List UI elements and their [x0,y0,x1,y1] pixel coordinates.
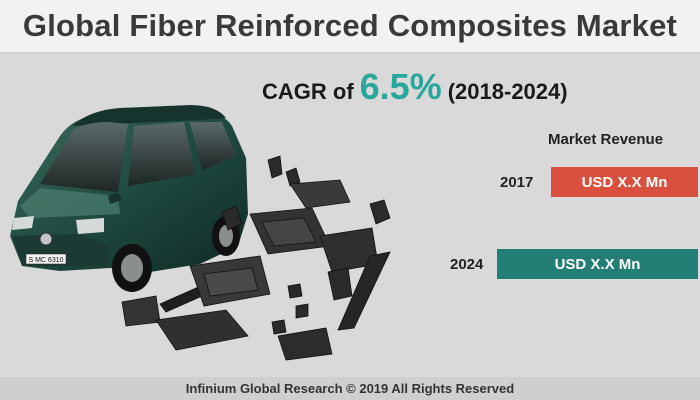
page-title: Global Fiber Reinforced Composites Marke… [22,8,678,43]
revenue-bar-2017: USD X.X Mn [551,167,698,197]
cagr-value: 6.5% [359,66,442,107]
car-icon: S MC 6310 [10,105,248,292]
cagr-line: CAGR of 6.5% (2018-2024) [262,66,568,114]
revenue-bar-2024: USD X.X Mn [497,249,698,279]
market-revenue-label: Market Revenue [548,131,664,148]
copyright-text: Infinium Global Research © 2019 All Righ… [185,381,515,396]
car-parts-illustration: S MC 6310 [10,105,391,361]
revenue-bar-2024-value: USD X.X Mn [554,255,641,273]
cagr-period: (2018-2024) [447,79,568,104]
footer: Infinium Global Research © 2019 All Righ… [0,377,700,400]
license-plate: S MC 6310 [28,257,63,264]
cagr-label: CAGR of [262,79,354,104]
composite-parts-icon [121,155,391,361]
year-2017-label: 2017 [500,174,534,191]
year-2024-label: 2024 [450,256,484,273]
title-bar: Global Fiber Reinforced Composites Marke… [0,0,700,54]
revenue-bar-2017-value: USD X.X Mn [581,173,668,191]
